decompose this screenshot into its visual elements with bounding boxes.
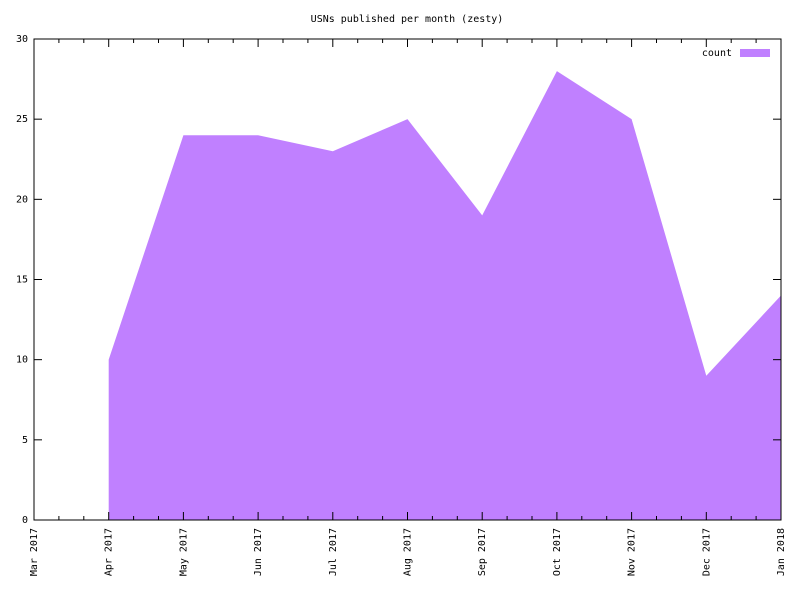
- x-tick-label: Dec 2017: [701, 528, 712, 576]
- x-tick-label: May 2017: [178, 528, 189, 576]
- legend-swatch: [740, 49, 770, 57]
- x-tick-label: Jun 2017: [253, 528, 264, 576]
- y-tick-label: 20: [16, 194, 28, 205]
- x-tick-label: Jan 2018: [776, 528, 787, 576]
- x-tick-label: Apr 2017: [104, 528, 115, 576]
- x-tick-label: Sep 2017: [477, 528, 488, 576]
- y-tick-label: 0: [22, 515, 28, 526]
- x-tick-label: Nov 2017: [627, 528, 638, 576]
- y-tick-label: 10: [16, 355, 28, 366]
- y-tick-label: 5: [22, 435, 28, 446]
- chart-title: USNs published per month (zesty): [311, 14, 504, 25]
- legend-label: count: [702, 48, 732, 59]
- y-tick-label: 30: [16, 34, 28, 45]
- x-tick-label: Oct 2017: [552, 528, 563, 576]
- area: [108, 71, 781, 521]
- y-tick-label: 25: [16, 114, 28, 125]
- y-tick-label: 15: [16, 275, 28, 286]
- x-tick-label: Jul 2017: [328, 528, 339, 576]
- x-tick-label: Mar 2017: [29, 528, 40, 576]
- x-tick-label: Aug 2017: [403, 528, 414, 576]
